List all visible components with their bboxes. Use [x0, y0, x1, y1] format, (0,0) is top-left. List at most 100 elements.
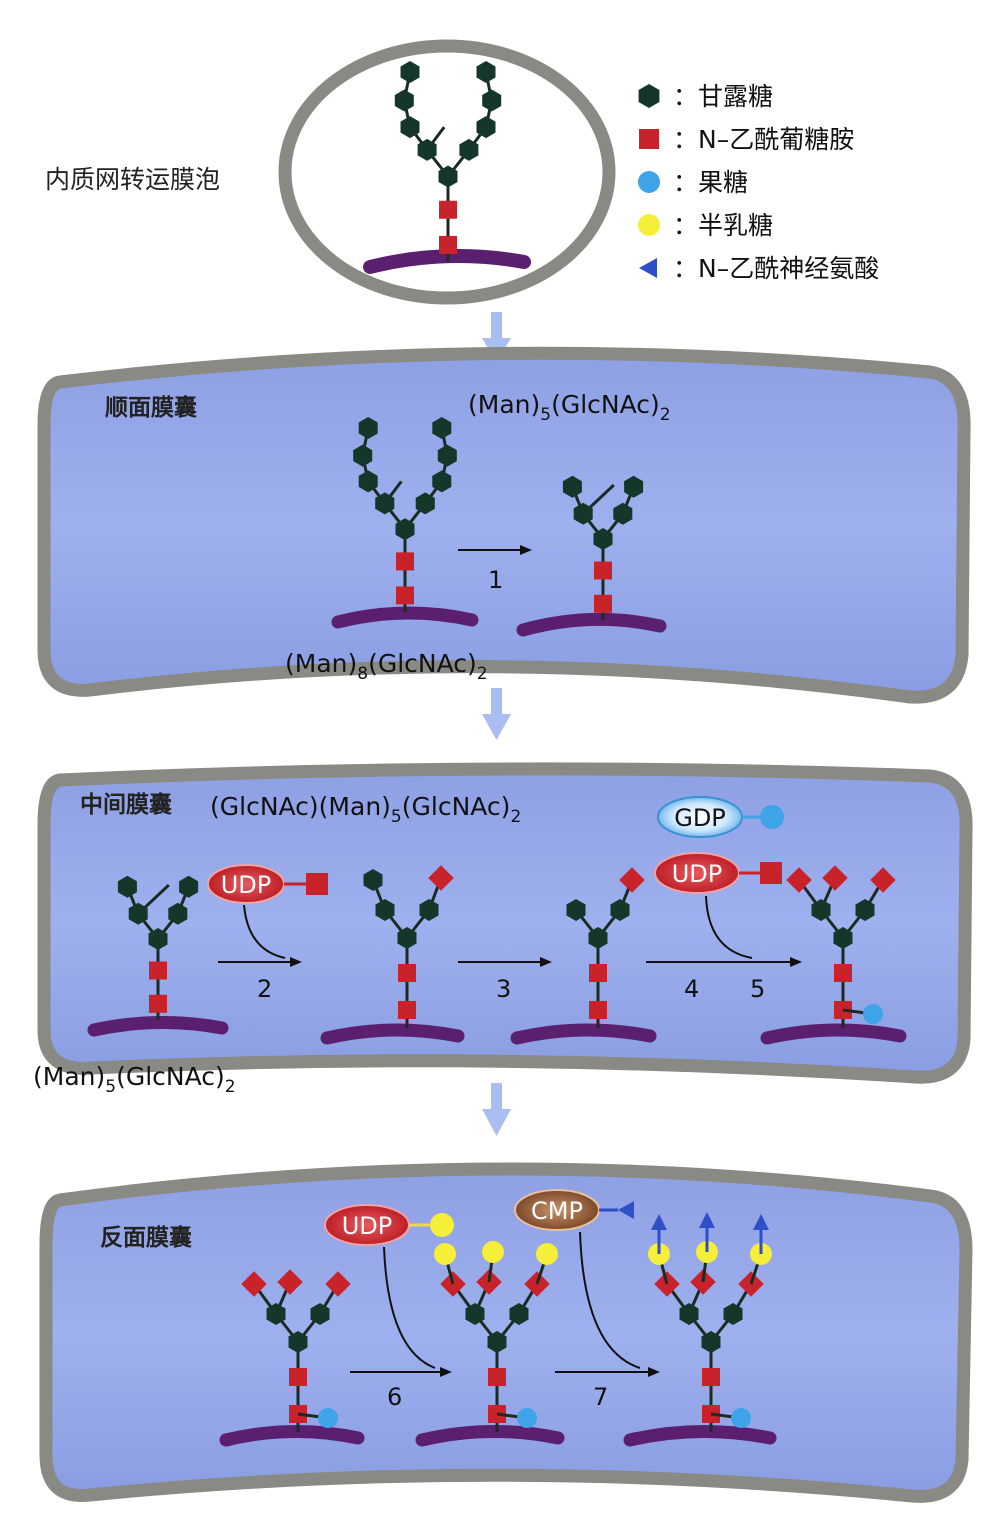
mannose-hexagon	[415, 492, 435, 515]
step-arrow-4-5	[646, 895, 802, 967]
mannose-hexagon	[566, 899, 586, 921]
udp-galactose-donor: UDP	[324, 1204, 454, 1246]
medial-membrane-b	[320, 1023, 465, 1045]
step-arrow-2	[218, 904, 302, 967]
glcnac-square	[488, 1368, 506, 1386]
fucose-circle	[318, 1408, 338, 1428]
mannose-hexagon	[310, 1303, 330, 1325]
glcnac-square	[396, 586, 414, 605]
cmp-label: CMP	[531, 1197, 583, 1225]
medial-membrane-d	[760, 1023, 907, 1045]
legend-label: ：N–乙酰葡糖胺	[673, 125, 854, 154]
mannose-hexagon	[487, 1331, 507, 1353]
legend-label: ：N–乙酰神经氨酸	[673, 254, 879, 283]
step-label-4: 4	[684, 975, 699, 1003]
sialic-acid-triangle	[651, 1214, 667, 1230]
mannose-hexagon	[459, 138, 479, 161]
medial-title: 中间膜囊	[80, 792, 172, 818]
mannose-hexagon	[375, 899, 395, 921]
cis-cisterna	[37, 346, 971, 704]
flow-arrow-2	[482, 688, 511, 740]
glcnac-square	[149, 994, 167, 1013]
glycan-man5	[562, 475, 644, 620]
udp-label-1: UDP	[221, 871, 272, 899]
legend-item: ：半乳糖	[638, 211, 773, 240]
mannose-hexagon	[476, 116, 496, 139]
mannose-hexagon	[432, 470, 452, 493]
glcnac-square	[702, 1368, 720, 1386]
cis-title: 顺面膜囊	[105, 395, 197, 421]
trans-membrane-a	[219, 1425, 365, 1447]
mannose-hexagon	[432, 417, 452, 439]
mannose-hexagon	[128, 902, 148, 925]
galactose-circle	[536, 1243, 558, 1265]
mannose-hexagon	[476, 61, 496, 83]
udp-label-2: UDP	[672, 860, 723, 888]
mannose-hexagon	[438, 165, 458, 188]
sialic-acid-triangle	[699, 1212, 715, 1228]
mannose-hexagon	[613, 502, 633, 525]
er-vesicle	[278, 39, 616, 305]
mannose-hexagon	[437, 444, 457, 467]
fucose-icon	[638, 171, 660, 193]
fucose-circle	[731, 1408, 751, 1428]
glcnac-square	[594, 561, 612, 580]
mannose-hexagon	[679, 1303, 699, 1325]
trans-title: 反面膜囊	[100, 1225, 192, 1251]
mannose-hexagon	[168, 902, 188, 925]
mannose-hexagon	[117, 875, 137, 898]
step-arrow-6	[350, 1246, 452, 1377]
legend-label: ：半乳糖	[673, 211, 773, 240]
glcnac-square	[589, 964, 607, 982]
sialic-acid-triangle	[753, 1214, 769, 1230]
glcnac-square	[870, 867, 896, 893]
glcnac-square	[786, 867, 812, 893]
legend-label: ：果糖	[673, 168, 748, 197]
mannose-hexagon	[465, 1303, 485, 1325]
mannose-hexagon	[417, 138, 437, 161]
legend-item: ：果糖	[638, 168, 748, 197]
glycan-man8-vesicle	[394, 61, 502, 262]
glcnac-square	[398, 1001, 416, 1019]
mannose-hexagon	[400, 61, 420, 83]
mannose-hexagon	[353, 444, 373, 467]
glycan-galactosylated	[434, 1241, 558, 1432]
cis-membrane-b	[516, 612, 667, 637]
medial-cisterna	[37, 762, 973, 1084]
step-label-7: 7	[593, 1383, 608, 1411]
mannose-hexagon	[375, 492, 395, 515]
cmp-sialic-donor: CMP	[514, 1189, 634, 1231]
mannose-hexagon	[562, 475, 582, 498]
mannose-hexagon	[573, 502, 593, 525]
mannose-hexagon	[624, 475, 644, 498]
mannose-hexagon	[588, 927, 608, 949]
glcnac-square	[396, 552, 414, 571]
mannose-hexagon	[395, 518, 415, 541]
cis-membrane-a	[331, 606, 479, 629]
glycan-glcnac3-man3-fuc	[786, 865, 896, 1028]
mannose-hexagon	[288, 1331, 308, 1353]
medial-membrane-c	[510, 1023, 657, 1045]
legend-item: ：甘露糖	[638, 82, 773, 111]
glcnac-square	[428, 865, 454, 891]
gdp-label: GDP	[674, 804, 726, 832]
gdp-fucose-donor: GDP	[657, 796, 784, 838]
mannose-hexagon	[400, 116, 420, 139]
trans-membrane-b	[415, 1425, 565, 1447]
step-label-6: 6	[387, 1383, 402, 1411]
medial-formula-bottom: (Man)5(GlcNAc)2	[33, 1062, 236, 1097]
mannose-hexagon	[509, 1303, 529, 1325]
medial-formula-top: (GlcNAc)(Man)5(GlcNAc)2	[210, 792, 521, 827]
glycan-glcnac-man5	[363, 865, 454, 1028]
sialic-acid-icon	[639, 258, 657, 278]
step-arrow-1	[458, 545, 532, 555]
step-label-1: 1	[488, 566, 503, 594]
glycan-man8	[353, 417, 457, 612]
udp-glcnac-donor-2: UDP	[654, 852, 782, 894]
trans-membrane-c	[623, 1425, 777, 1447]
mannose-hexagon	[855, 899, 875, 921]
glycan-glcnac-man3	[566, 867, 645, 1028]
mannose-hexagon	[358, 417, 378, 439]
glcnac-icon	[639, 129, 659, 149]
cis-formula-bottom: (Man)8(GlcNAc)2	[285, 649, 488, 684]
